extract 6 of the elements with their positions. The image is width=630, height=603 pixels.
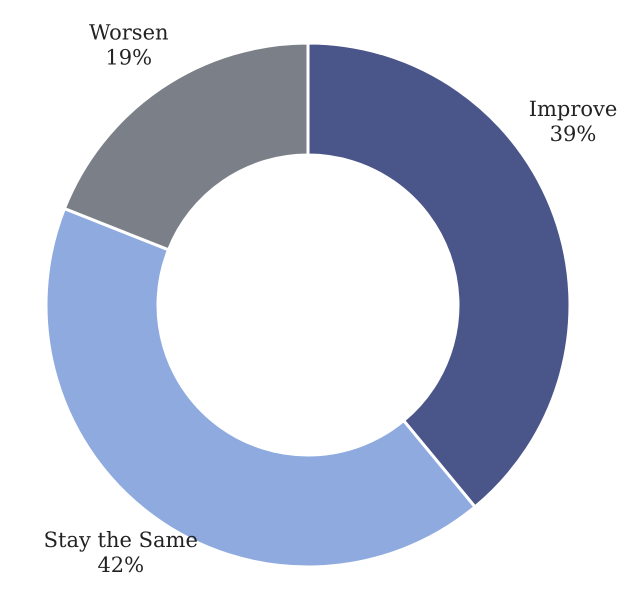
slice-label: Improve [528, 97, 618, 121]
slice-label: Worsen [88, 20, 169, 45]
data-label: 39% [550, 122, 596, 146]
data-label: 19% [105, 46, 152, 70]
data-label: 42% [97, 552, 144, 577]
slice-label: Stay the Same [44, 528, 198, 552]
